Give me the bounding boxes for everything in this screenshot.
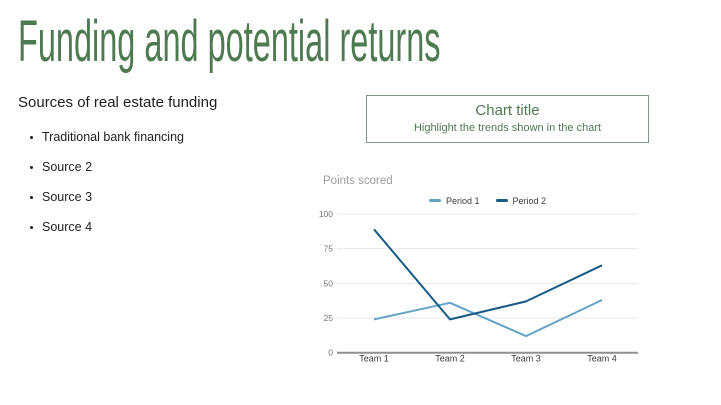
- chart-title-box: Chart title Highlight the trends shown i…: [366, 95, 649, 143]
- x-axis-label-2: Team 2: [435, 354, 465, 364]
- y-axis-label-100: 100: [319, 209, 333, 219]
- bullet-icon: [30, 136, 33, 139]
- list-item-label: Source 4: [42, 220, 93, 234]
- legend-dash-icon: [495, 199, 508, 202]
- series-line-period-2: [373, 228, 603, 321]
- x-axis-label-3: Team 3: [511, 354, 541, 364]
- y-axis-label-0: 0: [328, 348, 333, 358]
- y-axis-label-50: 50: [324, 278, 334, 288]
- slide-title: Funding and potential returns: [18, 9, 441, 74]
- legend-item-period-2: Period 2: [495, 195, 547, 206]
- funding-sources-list: Traditional bank financing Source 2 Sour…: [18, 131, 338, 234]
- bullet-icon: [30, 226, 33, 229]
- list-item-label: Source 3: [42, 190, 93, 204]
- list-item: Source 3: [30, 191, 338, 204]
- list-item-label: Traditional bank financing: [42, 130, 184, 144]
- chart-title-box-subtitle: Highlight the trends shown in the chart: [413, 122, 602, 134]
- chart-name-label: Points scored: [323, 175, 393, 187]
- legend-item-period-1: Period 1: [428, 195, 480, 206]
- y-axis-label-75: 75: [324, 244, 334, 254]
- legend-dash-icon: [428, 199, 441, 202]
- list-item: Source 2: [30, 161, 338, 174]
- line-chart: Points scored Period 1 Period 2 0 25 50 75 10…: [310, 170, 710, 395]
- bullet-icon: [30, 196, 33, 199]
- x-axis-label-4: Team 4: [587, 354, 617, 364]
- series-line-period-1: [373, 299, 603, 338]
- list-item-label: Source 2: [42, 160, 93, 174]
- chart-legend: Period 1 Period 2: [337, 195, 638, 206]
- list-item: Traditional bank financing: [30, 131, 338, 144]
- funding-sources-heading: Sources of real estate funding: [18, 94, 218, 111]
- legend-item-label: Period 2: [512, 195, 547, 206]
- bullet-icon: [30, 166, 33, 169]
- list-item: Source 4: [30, 221, 338, 234]
- funding-sources-panel: Sources of real estate funding Tradition…: [18, 94, 338, 251]
- line-chart-plot: 0 25 50 75 100 Team 1 Team 2 Team 3 Team 4: [319, 209, 638, 364]
- legend-item-label: Period 1: [445, 195, 480, 206]
- y-axis-label-25: 25: [324, 313, 334, 323]
- x-axis-label-1: Team 1: [359, 354, 389, 364]
- chart-title-box-title: Chart title: [475, 102, 540, 119]
